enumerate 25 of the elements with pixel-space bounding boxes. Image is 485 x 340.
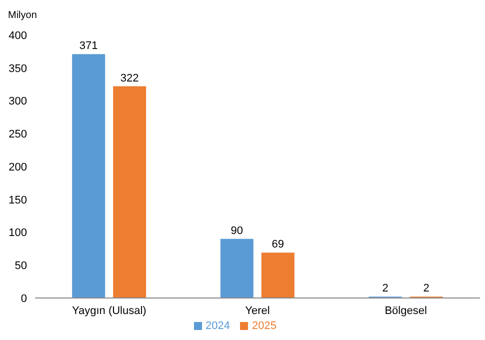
x-tick-label: Bölgesel [384, 304, 427, 317]
y-tick-label: 300 [8, 96, 27, 108]
y-tick-label: 150 [8, 194, 27, 206]
data-label: 322 [120, 72, 139, 84]
y-tick-label: 400 [8, 30, 27, 42]
bar [113, 86, 146, 298]
y-tick-label: 250 [8, 128, 27, 141]
legend-label: 2024 [206, 320, 230, 332]
y-tick-label: 200 [8, 161, 27, 174]
data-label: 90 [230, 224, 244, 237]
data-label: 2 [382, 282, 388, 295]
x-tick-label: Yaygın (Ulusal) [72, 304, 146, 317]
bar [72, 54, 106, 298]
y-axis-title: Milyon [8, 10, 37, 21]
y-tick-label: 350 [8, 62, 27, 75]
data-label: 371 [79, 40, 98, 52]
bar [261, 252, 294, 298]
y-tick-label: 100 [8, 227, 27, 240]
bar [220, 238, 254, 298]
x-tick-label: Yerel [245, 304, 270, 317]
y-tick-label: 50 [14, 260, 27, 272]
data-label: 69 [272, 238, 284, 251]
y-tick-label: 0 [20, 292, 27, 305]
legend-label: 2025 [252, 320, 276, 332]
data-label: 2 [423, 282, 430, 295]
